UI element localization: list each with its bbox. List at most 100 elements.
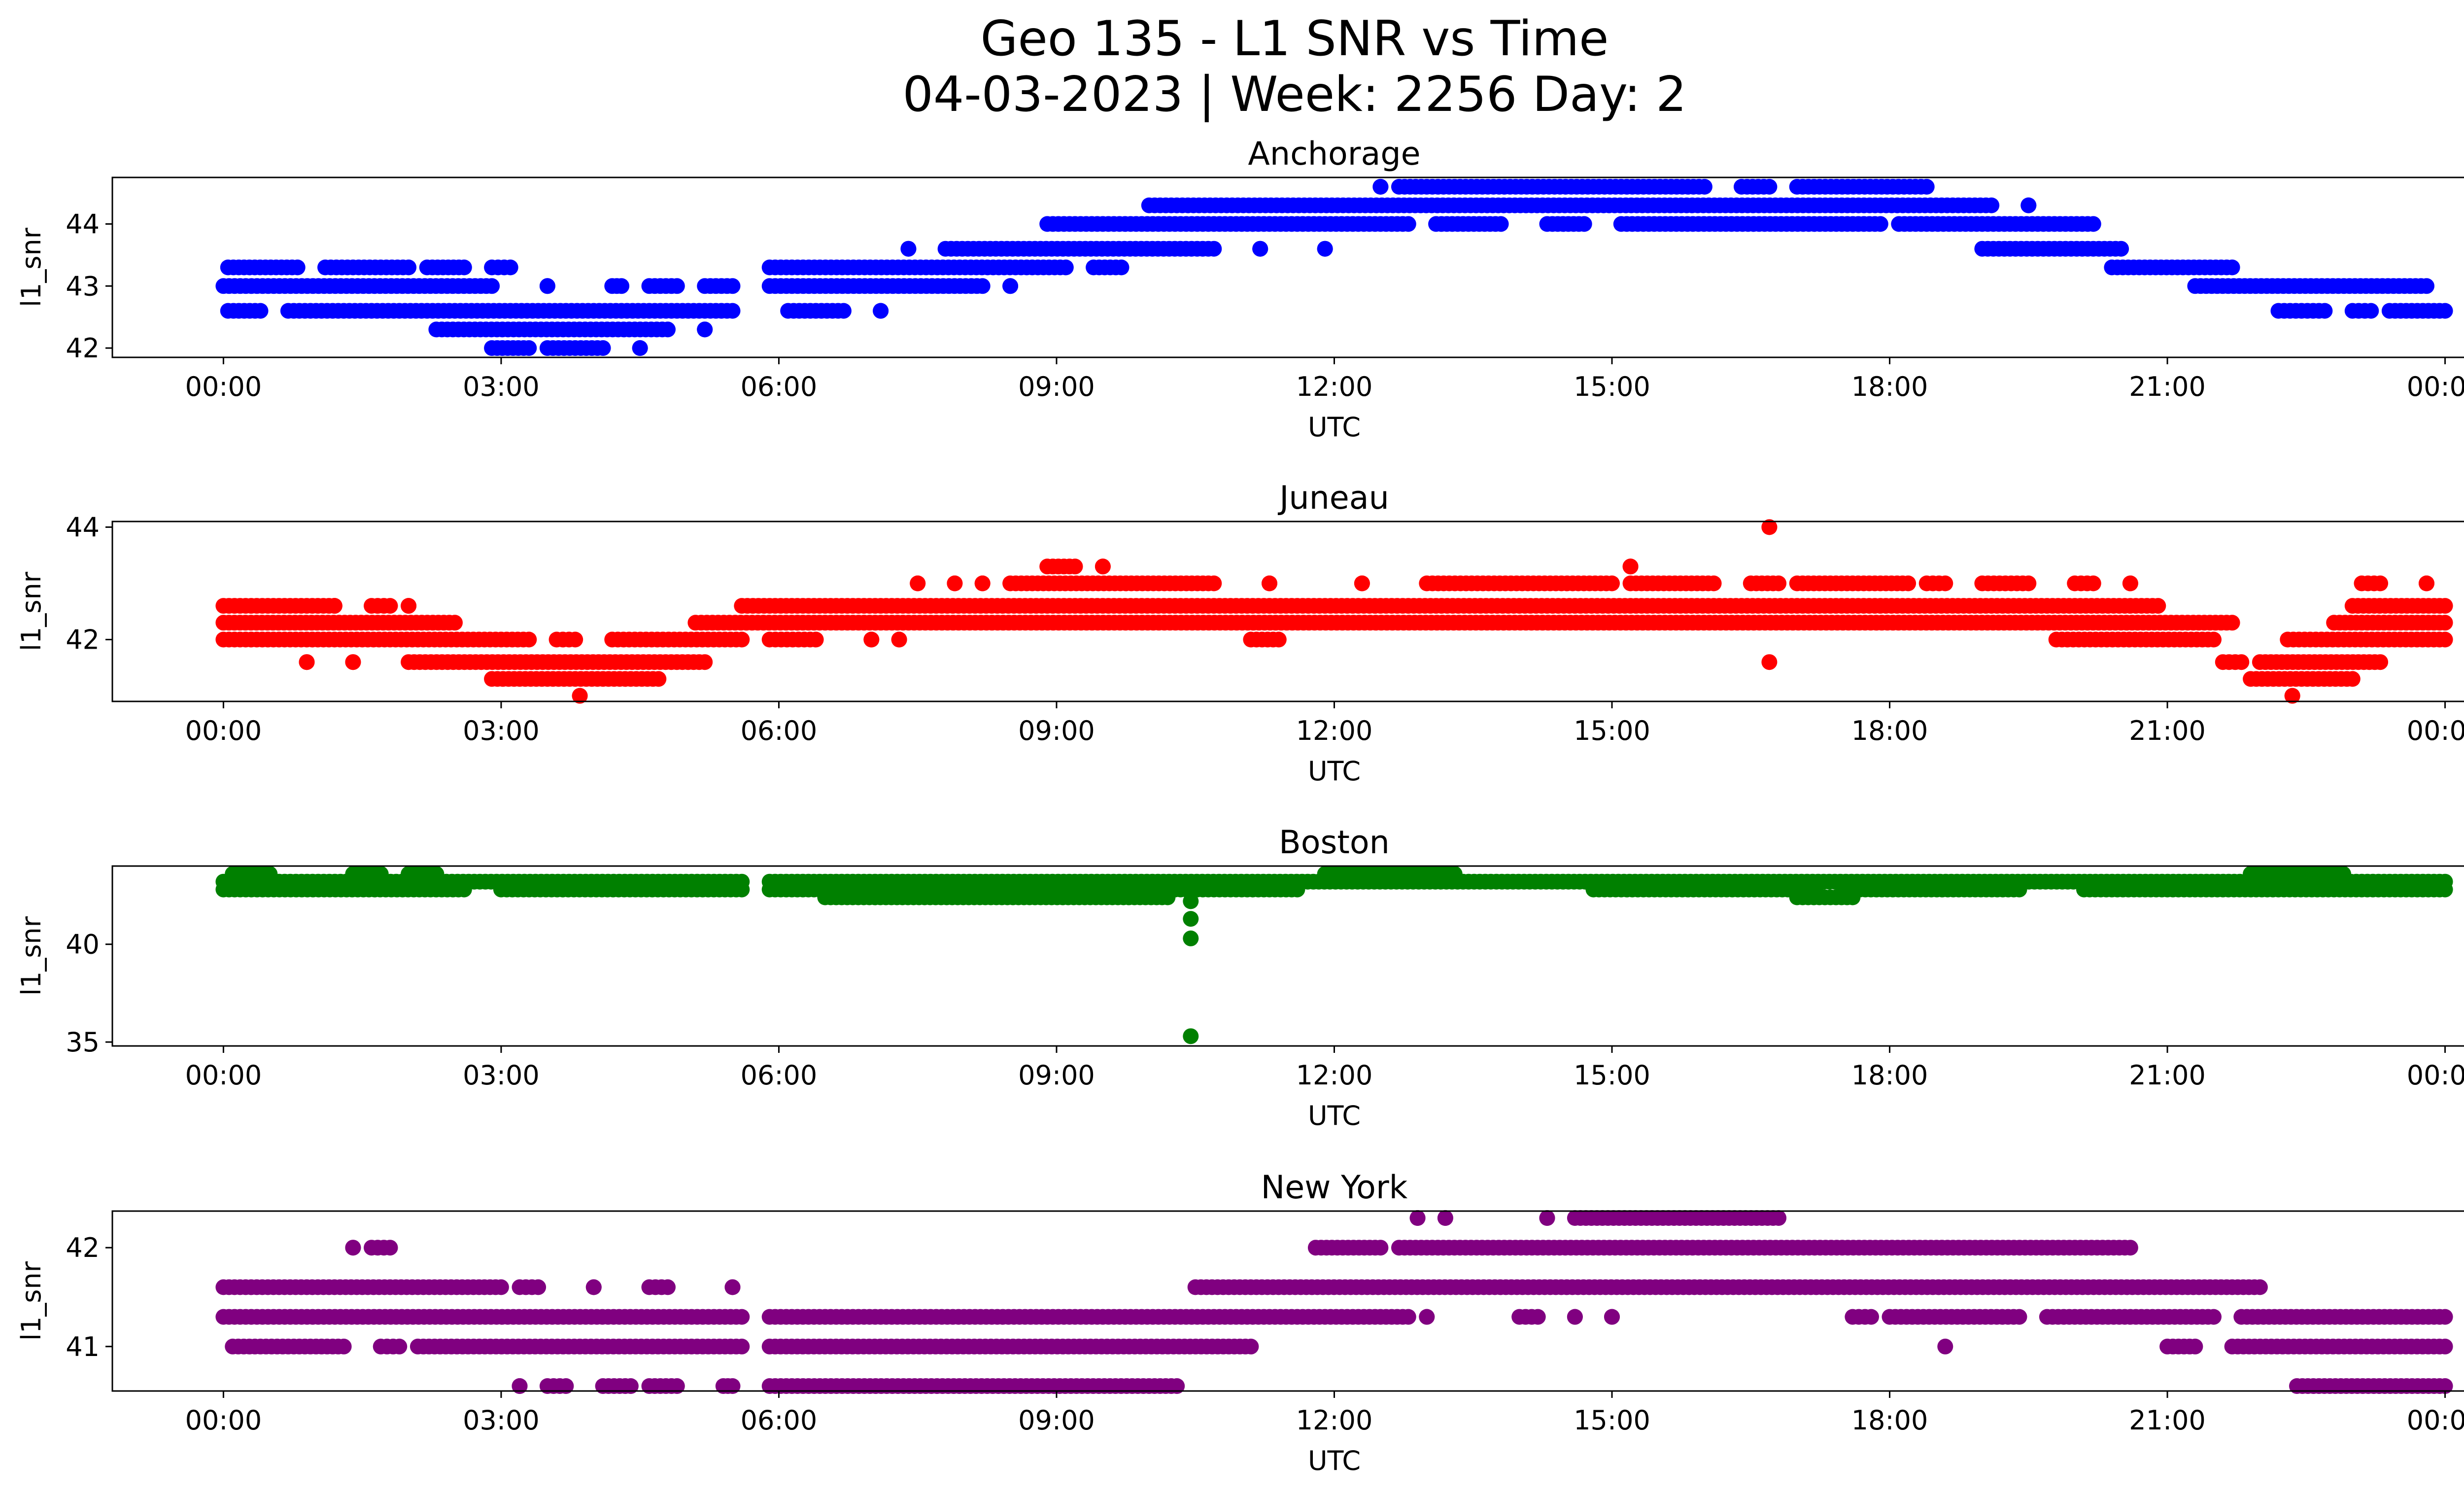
data-point <box>1419 1309 1435 1325</box>
data-point <box>1567 1309 1583 1325</box>
data-point <box>1576 216 1592 232</box>
y-tick-label: 35 <box>66 1027 100 1058</box>
data-point <box>1354 575 1370 591</box>
data-point <box>900 241 917 257</box>
data-point <box>1002 278 1019 294</box>
x-tick-label: 12:00 <box>1296 715 1373 746</box>
data-point <box>1169 1378 1185 1394</box>
data-point <box>1446 866 1463 882</box>
data-point <box>1372 178 1389 195</box>
figure-title-line-1: Geo 135 - L1 SNR vs Time <box>981 11 1609 67</box>
data-point <box>2419 575 2434 591</box>
data-point <box>660 321 676 338</box>
x-tick-label: 09:00 <box>1018 371 1095 402</box>
y-axis-label: l1_snr <box>16 1261 47 1341</box>
data-point <box>345 1240 361 1256</box>
series-juneau <box>215 519 2453 704</box>
data-point <box>2437 631 2453 648</box>
data-point <box>2437 598 2453 614</box>
data-point <box>1270 631 1287 648</box>
data-point <box>1243 1338 1259 1355</box>
data-point <box>1622 558 1639 575</box>
data-point <box>2363 303 2379 319</box>
data-point <box>502 259 518 276</box>
x-tick-label: 00:00 <box>2407 715 2464 746</box>
x-tick-label: 21:00 <box>2129 371 2206 402</box>
data-point <box>326 598 342 614</box>
subplot-boston: Boston 00:00 03:00 06:00 09:00 12:00 15:00 18:0… <box>16 824 2464 1131</box>
x-tick-label: 00:00 <box>185 1405 262 1436</box>
data-point <box>2206 631 2222 648</box>
subplot-new-york: New York 00:00 03:00 06:00 09:00 12:00 15:00 18… <box>16 1169 2464 1476</box>
data-point <box>724 1279 741 1295</box>
data-point <box>558 1378 574 1394</box>
data-point <box>614 278 630 294</box>
x-tick-label: 09:00 <box>1018 1405 1095 1436</box>
data-point <box>2187 1338 2203 1355</box>
x-axis-label: UTC <box>1308 412 1361 443</box>
data-point-outlier <box>1183 930 1199 946</box>
data-point <box>2122 1240 2138 1256</box>
data-point <box>2437 1378 2453 1394</box>
data-point <box>585 1279 602 1295</box>
data-point-outlier <box>1183 911 1199 927</box>
data-point <box>1409 1210 1426 1226</box>
data-point <box>2233 654 2250 670</box>
x-tick-label: 18:00 <box>1851 371 1928 402</box>
x-tick-label: 00:00 <box>185 371 262 402</box>
data-point <box>622 1378 639 1394</box>
data-point <box>1604 575 1620 591</box>
x-tick-label: 00:00 <box>185 715 262 746</box>
data-point <box>1067 558 1083 575</box>
subplot-title-anchorage: Anchorage <box>1248 136 1420 173</box>
subplot-grid: Anchorage 00:00 03:00 06:00 09:00 12:00 15:00 1… <box>16 136 2464 1476</box>
series-boston <box>215 866 2453 1044</box>
data-point <box>1437 1210 1453 1226</box>
x-tick-label: 06:00 <box>741 1405 818 1436</box>
data-point <box>2224 259 2240 276</box>
data-point <box>1706 575 1722 591</box>
data-point <box>530 1279 547 1295</box>
data-point <box>1113 259 1129 276</box>
data-point <box>2020 575 2037 591</box>
data-point <box>697 654 713 670</box>
series-anchorage <box>215 178 2453 356</box>
data-point-outlier <box>1183 893 1199 909</box>
data-point <box>734 631 750 648</box>
data-point <box>734 1309 750 1325</box>
data-point <box>391 1338 408 1355</box>
y-tick-label: 43 <box>66 271 100 302</box>
x-tick-label: 18:00 <box>1851 1405 1928 1436</box>
data-point <box>947 575 963 591</box>
data-point <box>1984 197 2000 213</box>
x-tick-label: 21:00 <box>2129 1060 2206 1091</box>
data-point <box>336 1338 352 1355</box>
x-tick-label: 21:00 <box>2129 715 2206 746</box>
data-point <box>567 631 583 648</box>
data-point <box>974 278 991 294</box>
data-point <box>1095 558 1111 575</box>
x-tick-label: 12:00 <box>1296 1405 1373 1436</box>
data-point <box>1400 216 1416 232</box>
y-tick-label: 40 <box>66 929 100 960</box>
data-point <box>734 1338 750 1355</box>
y-tick-label: 42 <box>66 1232 100 1263</box>
data-point <box>382 598 398 614</box>
x-tick-label: 09:00 <box>1018 1060 1095 1091</box>
data-point <box>1539 1210 1555 1226</box>
data-point <box>2437 615 2453 631</box>
data-point <box>493 1279 509 1295</box>
data-point <box>1771 1210 1787 1226</box>
data-point <box>1493 216 1509 232</box>
x-tick-label: 03:00 <box>463 1405 540 1436</box>
data-point <box>252 303 269 319</box>
data-point <box>724 278 741 294</box>
x-tick-label: 15:00 <box>1574 1060 1650 1091</box>
data-point <box>873 303 889 319</box>
data-point <box>974 575 991 591</box>
y-axis-label: l1_snr <box>16 916 47 996</box>
data-point <box>2122 575 2138 591</box>
data-point <box>2437 1338 2453 1355</box>
y-axis-label: l1_snr <box>16 571 47 651</box>
